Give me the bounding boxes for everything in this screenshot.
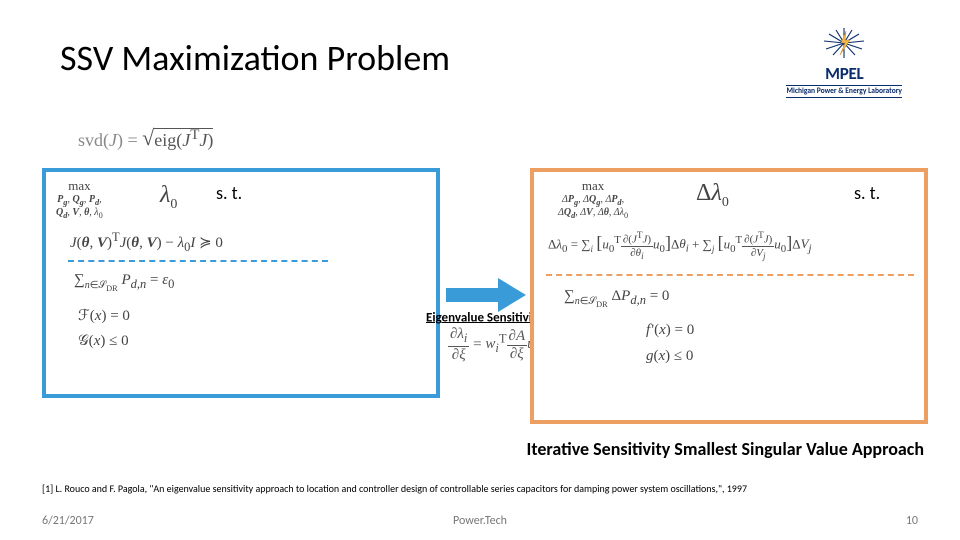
constraint-equality: ℱ(x) = 0 [78, 306, 130, 325]
footer-page: 10 [906, 514, 918, 528]
logo-subtext: Michigan Power & Energy Laboratory [786, 85, 902, 98]
constraint-lmi: J(θ, V)TJ(θ, V) − λ0I ≽ 0 [70, 230, 223, 255]
lightning-burst-icon [822, 28, 866, 63]
approach-label: Iterative Sensitivity Smallest Singular … [527, 438, 924, 460]
max-vars: Pg, Qg, Pd,Qd, V, θ, λ0 [56, 194, 103, 220]
separator-line [68, 260, 328, 262]
footer-date: 6/21/2017 [42, 514, 94, 528]
subject-to: s. t. [854, 182, 880, 204]
constraint-sensitivity: Δλ0 = ∑i [u0T∂(JTJ)∂θiu0]Δθi + ∑j [u0T∂(… [548, 230, 812, 261]
subject-to: s. t. [216, 182, 242, 204]
top-equation: svd(J) = √eig(JTJ) [78, 126, 213, 152]
footer-center: Power.Tech [453, 514, 507, 528]
constraint-inequality: g(x) ≤ 0 [646, 348, 693, 365]
slide: SSV Maximization Problem MPEL Michigan P… [0, 0, 960, 540]
logo-text: MPEL [786, 63, 902, 84]
constraint-equality: f '(x) = 0 [646, 322, 694, 339]
objective: λ0 [160, 182, 177, 213]
logo: MPEL Michigan Power & Energy Laboratory [786, 28, 902, 98]
max-label: max [558, 178, 628, 194]
max-vars: ΔPg, ΔQg, ΔPd,ΔQd, ΔV, Δθ, Δλ0 [558, 194, 628, 220]
constraint-sum: ∑n∈𝒮DR Pd,n = ε0 [74, 272, 174, 293]
objective: Δλ0 [696, 180, 729, 211]
separator-line [546, 274, 914, 276]
constraint-inequality: 𝒢(x) ≤ 0 [78, 332, 129, 350]
primal-problem-box: max Pg, Qg, Pd,Qd, V, θ, λ0 λ0 s. t. J(θ… [42, 168, 440, 398]
slide-title: SSV Maximization Problem [60, 36, 450, 80]
max-label: max [56, 178, 103, 194]
eigenvalue-formula: ∂λi∂ξ = wiT∂A∂ξui [448, 326, 538, 364]
constraint-sum: ∑n∈𝒮DR ΔPd,n = 0 [564, 288, 669, 309]
sensitivity-problem-box: max ΔPg, ΔQg, ΔPd,ΔQd, ΔV, Δθ, Δλ0 Δλ0 s… [530, 168, 928, 424]
citation: [1] L. Rouco and F. Pagola, "An eigenval… [42, 482, 747, 495]
